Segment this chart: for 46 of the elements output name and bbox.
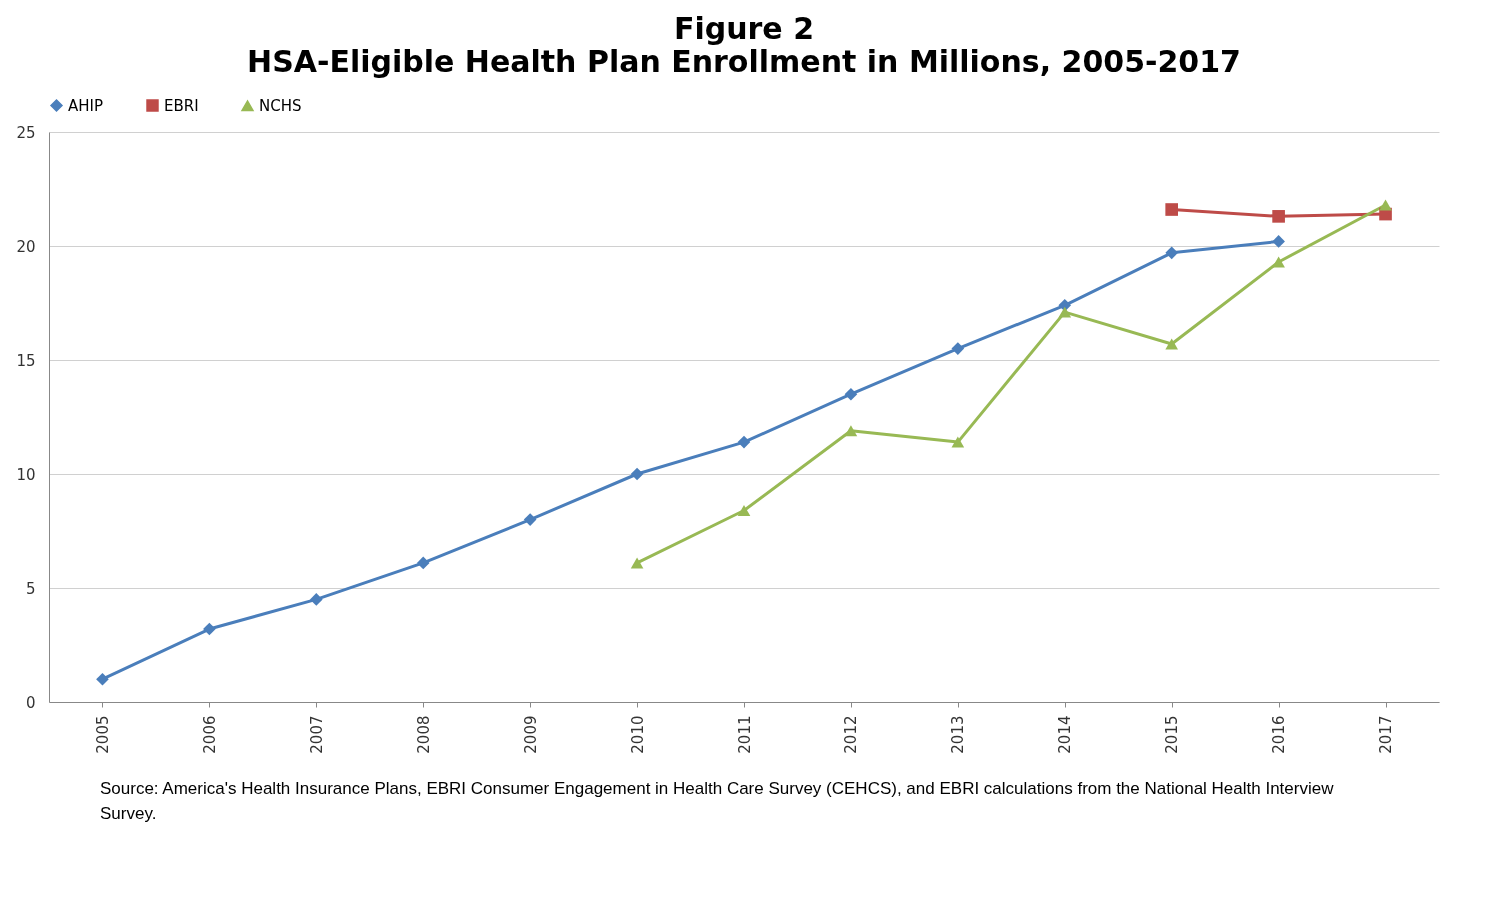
x-tick-label: 2017 [1377, 715, 1396, 754]
point [737, 505, 751, 516]
point [630, 557, 644, 569]
point [1165, 246, 1179, 260]
y-tick-label: 15 [16, 351, 36, 370]
point [737, 435, 751, 449]
legend-label: EBRI [164, 96, 199, 115]
x-tick-label: 2010 [628, 715, 647, 754]
point [951, 342, 965, 355]
source-note: Source: America's Health Insurance Plans, EBRI Consumer Engagement in Health Care Survey (CEHCS), and EBRI calculations from the National Health Interview Survey. [100, 778, 1335, 825]
point [1379, 199, 1392, 211]
point [523, 513, 537, 526]
x-tick-label: 2006 [200, 715, 219, 754]
x-tick-label: 2007 [307, 715, 326, 754]
x-tick-label: 2005 [93, 715, 112, 754]
chart-title: Figure 2 [673, 11, 815, 46]
point [951, 436, 965, 448]
point [844, 425, 858, 437]
legend-label: AHIP [68, 96, 104, 115]
point [844, 387, 858, 401]
x-tick-label: 2013 [949, 715, 968, 754]
point [309, 593, 323, 606]
y-tick-label: 20 [16, 237, 36, 256]
y-tick-label: 25 [16, 123, 36, 142]
point [1165, 338, 1179, 350]
point [416, 556, 430, 570]
y-tick-label: 10 [16, 465, 36, 484]
point [1165, 203, 1179, 216]
x-tick-label: 2015 [1163, 715, 1182, 754]
point [630, 467, 644, 481]
x-tick-label: 2016 [1270, 715, 1289, 754]
legend-label: NCHS [259, 96, 302, 115]
point [203, 622, 216, 636]
point [1272, 235, 1285, 248]
chart-subtitle: HSA-Eligible Health Plan Enrollment in Millions, 2005-2017 [247, 44, 1241, 79]
x-tick-label: 2014 [1056, 715, 1075, 754]
point [1058, 306, 1072, 318]
x-tick-label: 2009 [521, 715, 540, 754]
x-tick-label: 2008 [414, 715, 433, 754]
x-tick-label: 2012 [842, 715, 861, 754]
y-tick-label: 5 [25, 579, 36, 598]
point [96, 672, 109, 686]
point [1272, 256, 1285, 268]
x-tick-label: 2011 [735, 715, 754, 754]
y-tick-label: 0 [25, 693, 36, 712]
point [1272, 210, 1285, 223]
